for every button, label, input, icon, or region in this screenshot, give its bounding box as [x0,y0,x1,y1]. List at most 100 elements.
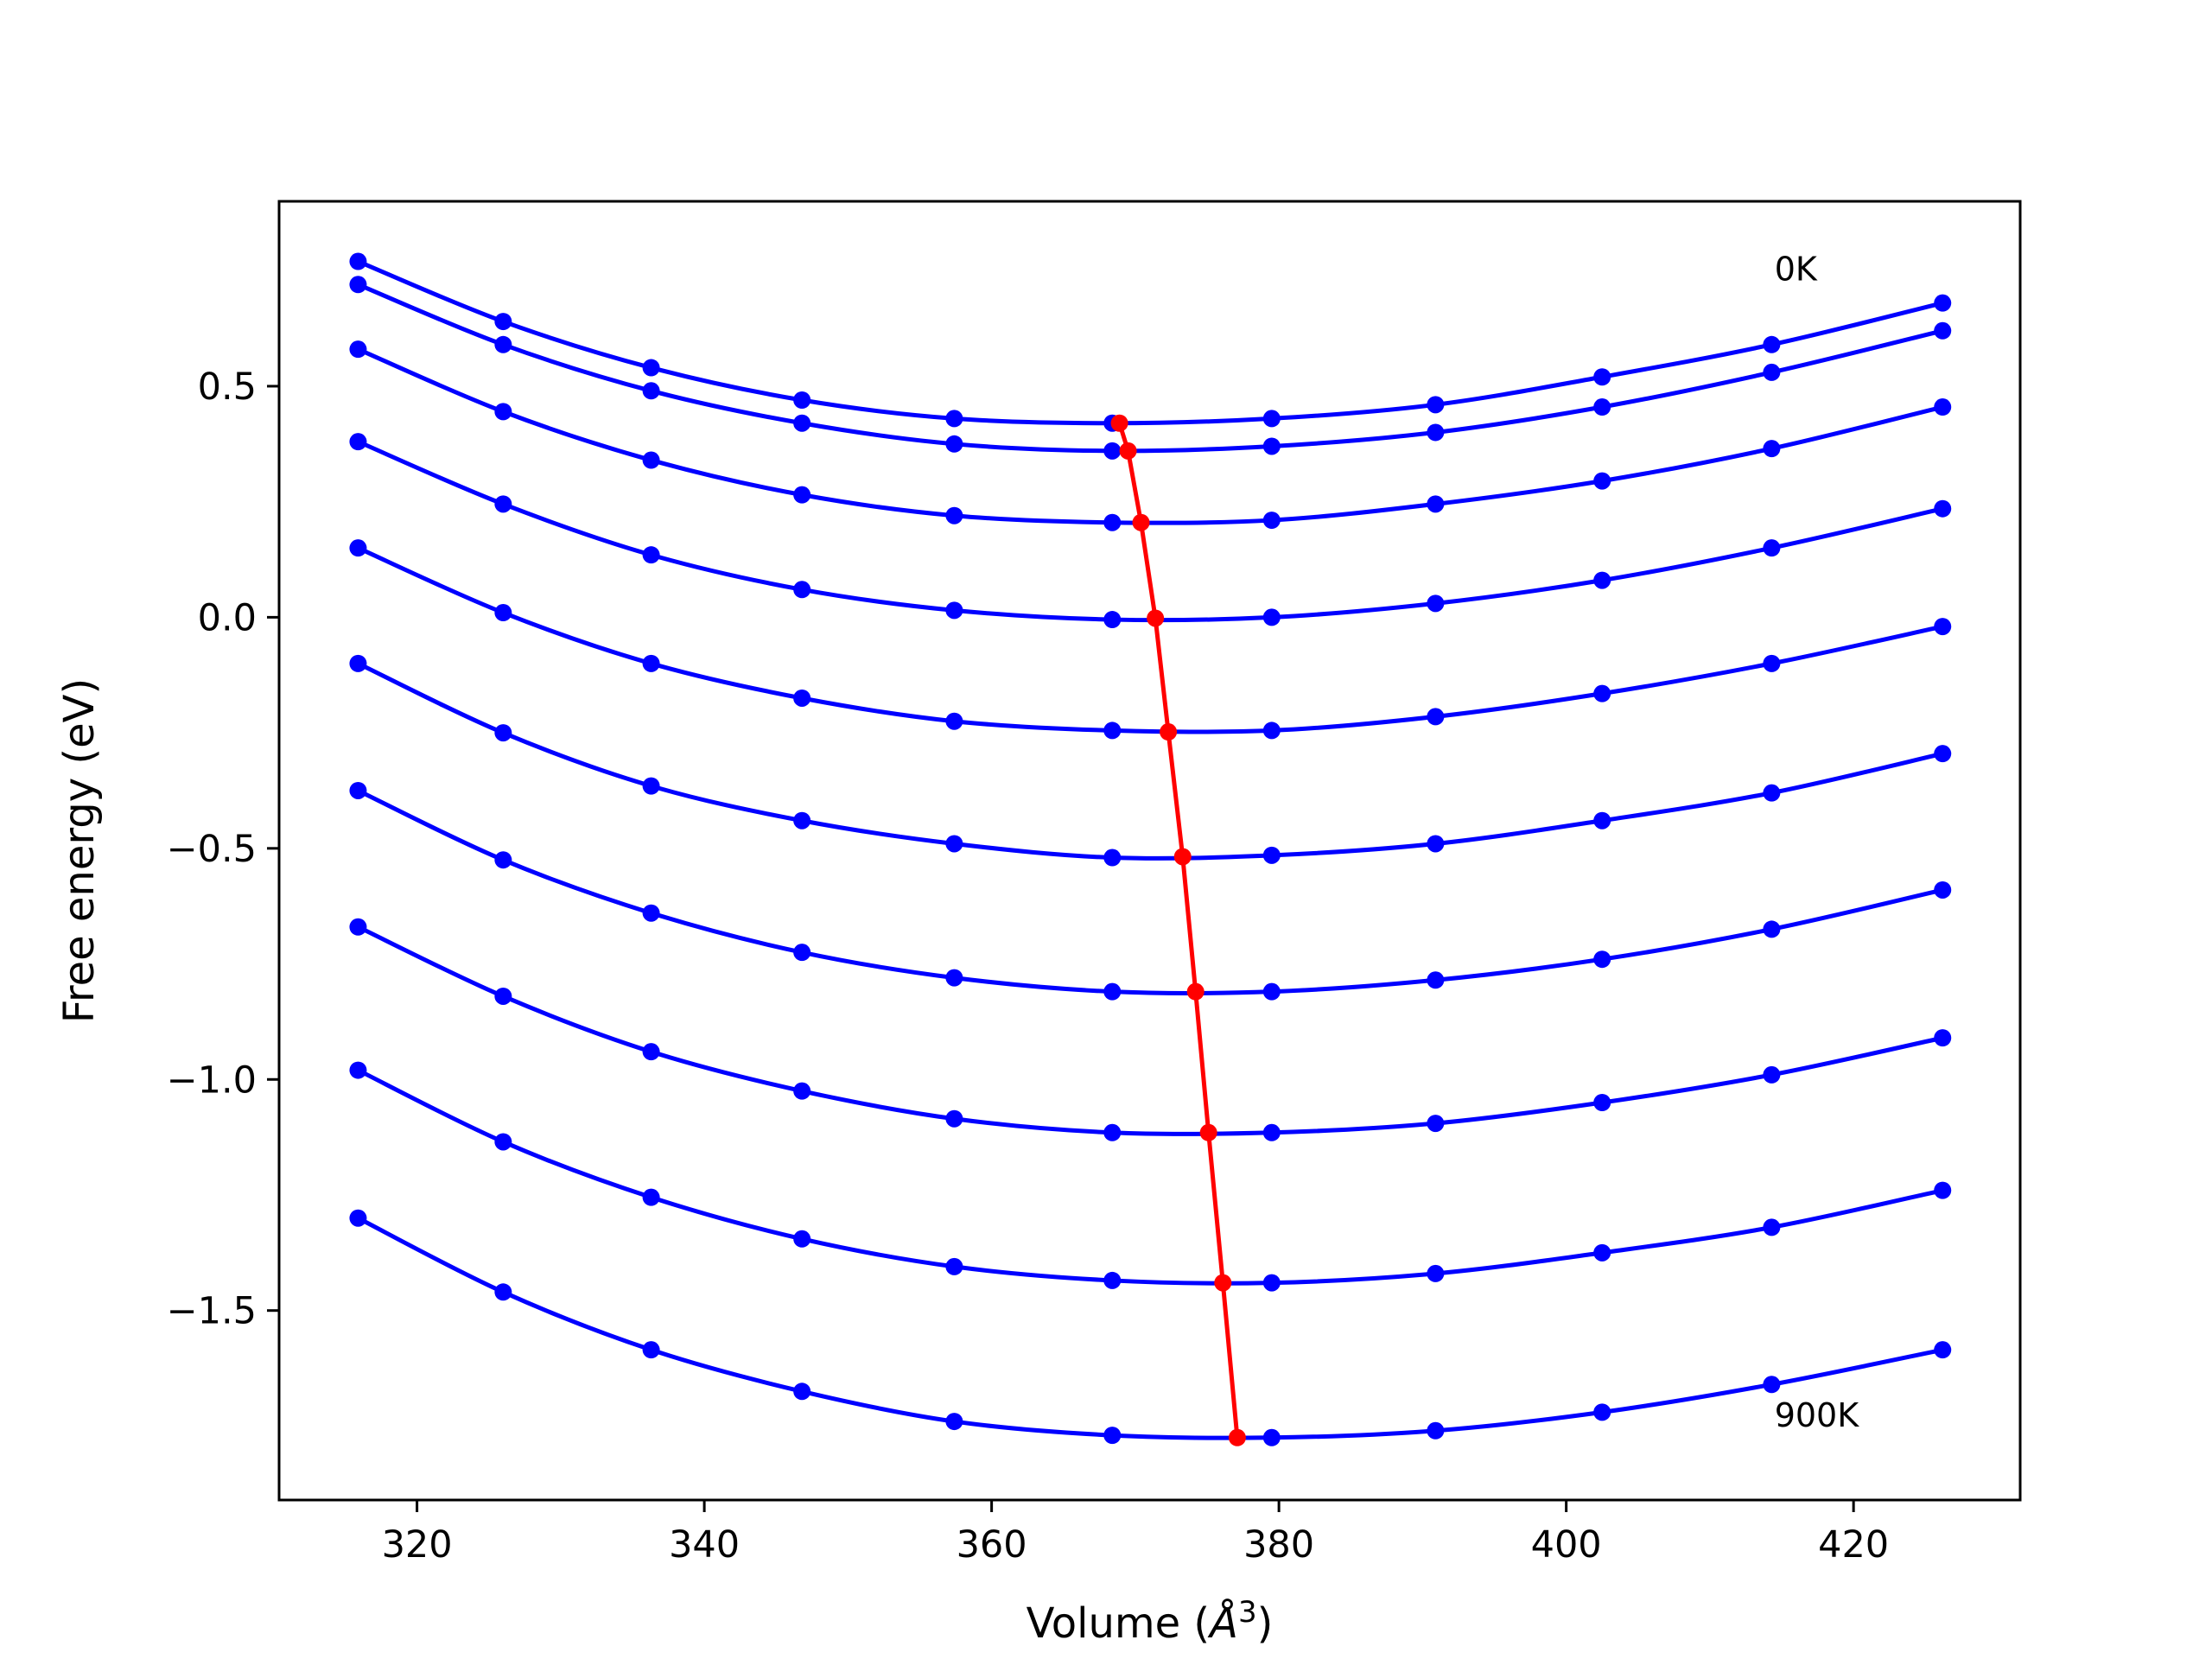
isotherm-point-3-9 [1763,539,1781,557]
isotherm-point-6-0 [349,781,367,799]
isotherm-point-7-3 [793,1082,811,1100]
isotherm-point-6-1 [494,851,512,869]
isotherm-point-6-7 [1427,971,1445,989]
isotherm-point-5-1 [494,724,512,742]
isotherm-point-2-2 [642,451,660,469]
x-axis-label-text: Volume ( [1027,1599,1211,1648]
isotherm-point-6-2 [642,904,660,922]
isotherm-point-0-8 [1593,368,1611,386]
minimum-point-4 [1160,723,1178,741]
isotherm-point-9-4 [945,1413,963,1431]
isotherm-point-0-0 [349,252,367,270]
isotherm-point-5-8 [1593,811,1611,830]
isotherm-point-6-3 [793,944,811,962]
isotherm-point-7-1 [494,987,512,1005]
isotherm-point-9-0 [349,1209,367,1227]
isotherm-point-6-5 [1103,982,1122,1001]
isotherm-point-0-4 [945,410,963,428]
isotherm-point-0-2 [642,359,660,377]
y-tick-label-3: −1.0 [167,1058,257,1102]
isotherm-point-6-10 [1934,880,1952,899]
minimum-line [1117,422,1240,1439]
isotherm-series-layer [349,252,1952,1446]
isotherm-point-7-7 [1427,1115,1445,1133]
isotherm-point-7-8 [1593,1094,1611,1112]
minimum-point-8 [1214,1274,1232,1292]
isotherm-point-3-8 [1593,571,1611,589]
isotherm-point-8-6 [1262,1274,1281,1292]
isotherm-point-1-2 [642,382,660,400]
isotherm-point-8-3 [793,1230,811,1248]
isotherm-point-2-5 [1103,513,1122,531]
minimum-line-layer [1110,414,1246,1446]
isotherm-point-4-4 [945,712,963,730]
x-tick-label-0: 320 [382,1523,453,1567]
x-ticks: 320 340 360 380 400 420 [382,1500,1889,1567]
isotherm-point-8-5 [1103,1271,1122,1289]
isotherm-point-4-3 [793,689,811,707]
isotherm-point-1-3 [793,414,811,432]
x-tick-label-2: 360 [957,1523,1027,1567]
minimum-point-1 [1119,442,1137,460]
isotherm-point-5-4 [945,835,963,853]
minimum-point-7 [1199,1123,1217,1141]
isotherm-point-8-8 [1593,1243,1611,1262]
isotherm-point-7-5 [1103,1123,1122,1141]
isotherm-point-2-1 [494,403,512,421]
isotherm-point-2-0 [349,340,367,359]
isotherm-point-2-7 [1427,495,1445,513]
isotherm-point-6-4 [945,969,963,987]
isotherm-point-9-3 [793,1382,811,1401]
isotherm-point-1-8 [1593,398,1611,416]
isotherm-point-1-5 [1103,442,1122,460]
x-tick-label-5: 420 [1818,1523,1889,1567]
isotherm-point-0-1 [494,313,512,331]
isotherm-point-1-1 [494,335,512,353]
x-axis-label: Volume (Å3) [1027,1595,1274,1648]
x-axis-label-exponent: 3 [1238,1595,1257,1630]
minimum-point-0 [1110,414,1128,432]
isotherm-point-1-6 [1262,437,1281,455]
isotherm-point-3-3 [793,581,811,599]
isotherm-point-0-9 [1763,335,1781,353]
annotation-0: 0K [1775,251,1818,289]
isotherm-point-3-7 [1427,594,1445,613]
isotherm-point-6-6 [1262,982,1281,1001]
isotherm-point-7-10 [1934,1029,1952,1047]
isotherm-point-0-6 [1262,410,1281,428]
isotherm-point-9-9 [1763,1376,1781,1394]
isotherm-point-4-6 [1262,721,1281,740]
isotherm-point-2-10 [1934,398,1952,416]
y-tick-label-1: 0.0 [198,596,257,639]
minimum-point-5 [1173,848,1192,866]
isotherm-point-3-5 [1103,611,1122,629]
minimum-point-2 [1132,513,1150,531]
isotherm-point-1-4 [945,435,963,453]
isotherm-point-0-10 [1934,294,1952,312]
isotherm-point-4-5 [1103,721,1122,740]
isotherm-point-1-0 [349,276,367,294]
isotherm-point-7-9 [1763,1065,1781,1084]
isotherm-point-2-8 [1593,472,1611,490]
isotherm-point-3-4 [945,601,963,620]
isotherm-point-4-9 [1763,654,1781,672]
isotherm-point-8-2 [642,1188,660,1206]
isotherm-point-2-9 [1763,440,1781,458]
isotherm-point-8-9 [1763,1218,1781,1236]
y-tick-label-0: 0.5 [198,365,257,409]
isotherm-point-4-2 [642,654,660,672]
isotherm-point-9-1 [494,1283,512,1301]
isotherm-point-7-0 [349,918,367,936]
isotherm-point-1-10 [1934,321,1952,340]
isotherm-point-8-7 [1427,1264,1445,1282]
isotherm-point-2-6 [1262,512,1281,530]
isotherm-point-7-2 [642,1043,660,1061]
annotations: 0K 900K [1775,251,1860,1434]
isotherm-point-5-7 [1427,835,1445,853]
isotherm-point-5-6 [1262,846,1281,864]
isotherm-point-1-9 [1763,363,1781,381]
isotherm-point-2-4 [945,506,963,524]
x-axis-label-unit: Å [1207,1599,1238,1648]
x-tick-label-4: 400 [1531,1523,1602,1567]
